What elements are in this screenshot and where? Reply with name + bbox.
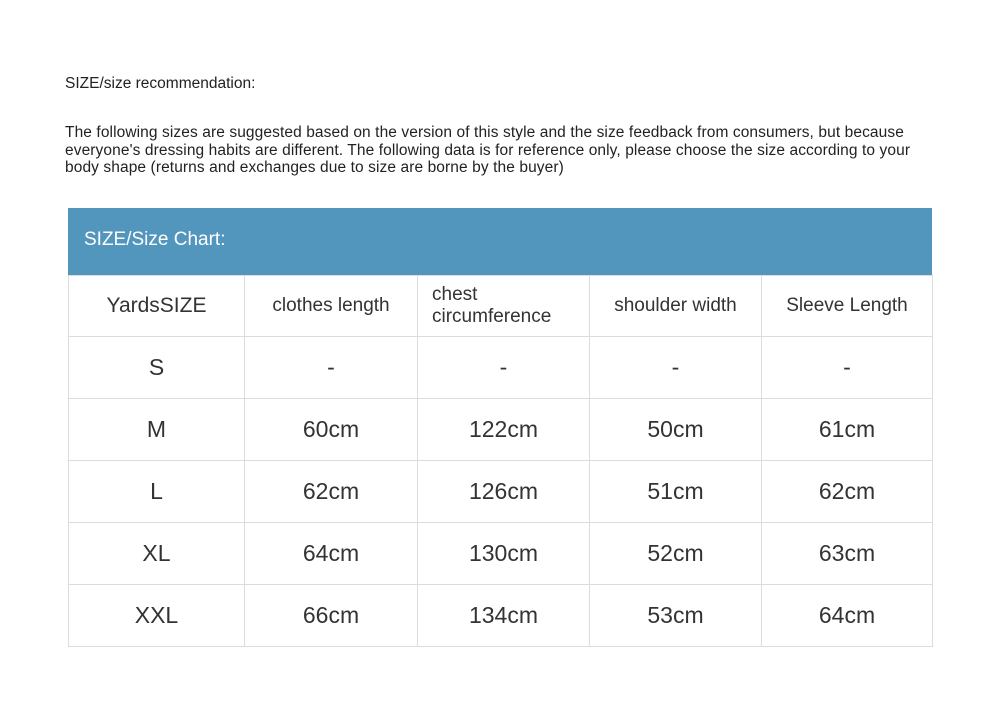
measurement-cell: - [417, 336, 590, 399]
measurement-cell: 51cm [589, 460, 762, 523]
measurement-cell: 64cm [761, 584, 933, 647]
measurement-cell: 130cm [417, 522, 590, 585]
size-chart-header: SIZE/Size Chart: [68, 208, 932, 275]
measurement-cell: 64cm [244, 522, 418, 585]
size-chart-title: SIZE/Size Chart: [84, 229, 226, 250]
table-row: XL 64cm 130cm 52cm 63cm [68, 522, 933, 585]
measurement-cell: - [589, 336, 762, 399]
column-header: chest circumference [417, 275, 590, 337]
size-label-cell: XL [68, 522, 245, 585]
column-header: shoulder width [589, 275, 762, 337]
size-label-cell: S [68, 336, 245, 399]
measurement-cell: 60cm [244, 398, 418, 461]
column-header: YardsSIZE [68, 275, 245, 337]
table-header-row: YardsSIZE clothes length chest circumferen… [68, 275, 933, 337]
measurement-cell: 63cm [761, 522, 933, 585]
measurement-cell: 52cm [589, 522, 762, 585]
measurement-cell: - [244, 336, 418, 399]
measurement-cell: 61cm [761, 398, 933, 461]
recommendation-title: SIZE/size recommendation: [65, 75, 256, 92]
size-label-cell: M [68, 398, 245, 461]
table-row: M 60cm 122cm 50cm 61cm [68, 398, 933, 461]
measurement-cell: 62cm [244, 460, 418, 523]
measurement-cell: 53cm [589, 584, 762, 647]
size-table: YardsSIZE clothes length chest circumferen… [68, 275, 933, 647]
measurement-cell: 66cm [244, 584, 418, 647]
size-label-cell: XXL [68, 584, 245, 647]
measurement-cell: 122cm [417, 398, 590, 461]
column-header: clothes length [244, 275, 418, 337]
table-row: XXL 66cm 134cm 53cm 64cm [68, 584, 933, 647]
table-row: S---- [68, 336, 933, 399]
measurement-cell: 62cm [761, 460, 933, 523]
intro-text: The following sizes are suggested based … [65, 124, 911, 176]
column-header: Sleeve Length [761, 275, 933, 337]
measurement-cell: 50cm [589, 398, 762, 461]
table-row: L 62cm 126cm 51cm 62cm [68, 460, 933, 523]
size-label-cell: L [68, 460, 245, 523]
measurement-cell: 134cm [417, 584, 590, 647]
measurement-cell: - [761, 336, 933, 399]
measurement-cell: 126cm [417, 460, 590, 523]
